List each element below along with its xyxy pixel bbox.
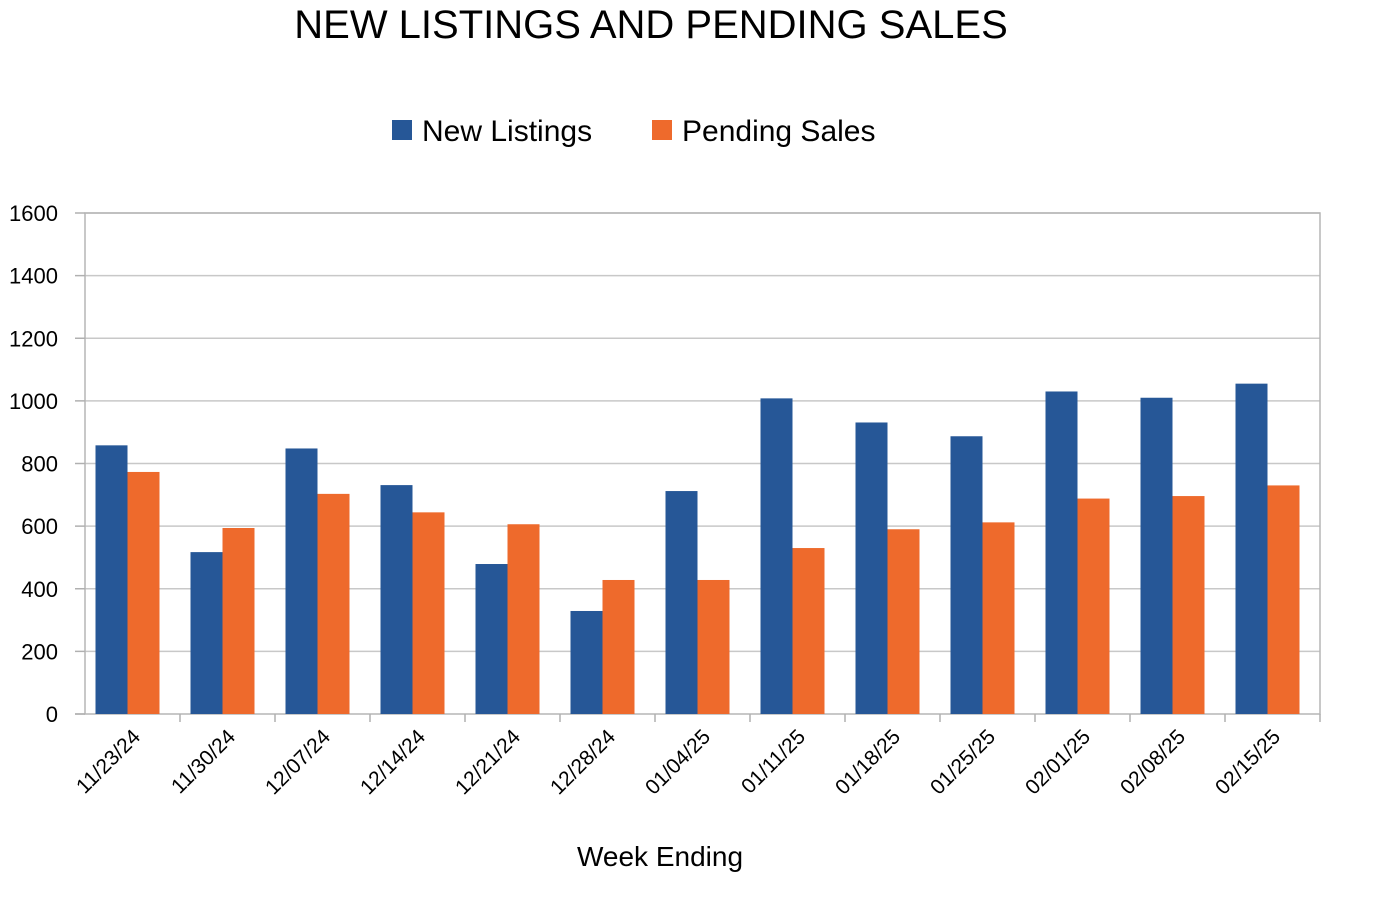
bar-new-listings-9 bbox=[950, 436, 983, 714]
x-tick-label: 12/28/24 bbox=[546, 725, 620, 799]
x-tick-label: 11/23/24 bbox=[72, 725, 145, 798]
y-tick-label: 1200 bbox=[9, 326, 58, 351]
y-tick-label: 1000 bbox=[9, 389, 58, 414]
bar-new-listings-4 bbox=[475, 564, 508, 714]
bar-pending-sales-4 bbox=[507, 524, 540, 714]
bar-pending-sales-8 bbox=[887, 529, 920, 714]
bar-new-listings-12 bbox=[1235, 383, 1268, 714]
bar-pending-sales-6 bbox=[697, 579, 730, 714]
bar-pending-sales-10 bbox=[1077, 498, 1110, 714]
x-tick-label: 12/07/24 bbox=[261, 725, 335, 799]
bar-pending-sales-2 bbox=[317, 493, 350, 714]
bar-pending-sales-3 bbox=[412, 512, 445, 714]
bars bbox=[95, 383, 1300, 714]
bar-new-listings-10 bbox=[1045, 391, 1078, 714]
y-tick-label: 400 bbox=[21, 577, 58, 602]
y-tick-label: 1400 bbox=[9, 264, 58, 289]
x-tick-label: 01/11/25 bbox=[737, 725, 810, 798]
x-tick-label: 01/04/25 bbox=[641, 725, 715, 799]
bar-pending-sales-7 bbox=[792, 548, 825, 714]
bar-pending-sales-1 bbox=[222, 528, 255, 714]
bar-new-listings-1 bbox=[190, 552, 223, 714]
bar-new-listings-5 bbox=[570, 610, 603, 714]
bar-new-listings-11 bbox=[1140, 397, 1173, 714]
x-tick-label: 02/15/25 bbox=[1211, 725, 1285, 799]
bar-pending-sales-12 bbox=[1267, 485, 1300, 714]
x-axis-label: Week Ending bbox=[577, 841, 743, 872]
legend: New Listings Pending Sales bbox=[392, 115, 875, 148]
y-tick-label: 1600 bbox=[9, 201, 58, 226]
x-tick-label: 11/30/24 bbox=[167, 725, 240, 798]
x-tick-label: 01/25/25 bbox=[926, 725, 1000, 799]
x-axis: 11/23/24 11/30/24 12/07/24 12/14/24 12/21/24… bbox=[72, 713, 1321, 799]
y-tick-label: 600 bbox=[21, 514, 58, 539]
bar-new-listings-3 bbox=[380, 485, 413, 714]
x-tick-label: 01/18/25 bbox=[831, 725, 905, 799]
legend-swatch-new-listings bbox=[392, 120, 412, 140]
bar-pending-sales-11 bbox=[1172, 496, 1205, 714]
legend-label-pending-sales: Pending Sales bbox=[682, 115, 875, 148]
bar-pending-sales-9 bbox=[982, 522, 1015, 714]
bar-new-listings-7 bbox=[760, 398, 793, 714]
legend-swatch-pending-sales bbox=[652, 120, 672, 140]
bar-new-listings-2 bbox=[285, 448, 318, 714]
y-tick-label: 0 bbox=[46, 702, 58, 727]
y-axis: 0 200 400 600 800 1000 1200 1400 1600 bbox=[9, 201, 85, 727]
bar-new-listings-0 bbox=[95, 445, 128, 714]
legend-label-new-listings: New Listings bbox=[422, 115, 592, 148]
x-tick-label: 02/01/25 bbox=[1021, 725, 1095, 799]
x-tick-label: 12/14/24 bbox=[356, 725, 430, 799]
chart-title: NEW LISTINGS AND PENDING SALES bbox=[294, 3, 1008, 47]
bar-new-listings-8 bbox=[855, 422, 888, 714]
bar-pending-sales-5 bbox=[602, 579, 635, 714]
x-tick-label: 12/21/24 bbox=[451, 725, 525, 799]
y-tick-label: 200 bbox=[21, 639, 58, 664]
bar-pending-sales-0 bbox=[127, 471, 160, 714]
bar-new-listings-6 bbox=[665, 491, 698, 714]
x-tick-label: 02/08/25 bbox=[1116, 725, 1190, 799]
y-tick-label: 800 bbox=[21, 452, 58, 477]
